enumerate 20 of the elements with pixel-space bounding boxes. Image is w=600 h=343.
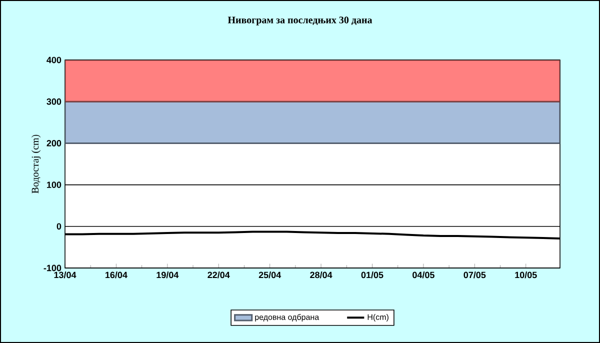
y-tick-label: 300 [46,98,62,105]
x-tick-label: 01/05 [361,272,384,278]
y-tick-label: 100 [47,182,62,188]
x-tick-label: 16/04 [106,272,128,278]
y-axis-title: Водостај (cm) [32,134,41,194]
y-tick-label: 200 [46,140,62,146]
y-tick-label: -100 [44,264,62,272]
x-tick-label: 22/04 [208,272,230,278]
x-tick-label: 07/05 [464,272,486,278]
y-tick-label: 400 [46,56,62,64]
legend-label: редовна одбрана [255,314,320,322]
legend-label: H(cm) [368,314,388,322]
x-tick-label: 13/04 [54,272,76,278]
x-tick-label: 10/05 [515,272,537,278]
x-tick-label: 04/05 [412,272,434,278]
x-tick-label: 25/04 [258,272,282,278]
x-tick-label: 19/04 [156,272,179,278]
x-tick-label: 28/04 [310,272,332,278]
y-tick-label: 0 [56,223,62,230]
chart-title: Нивограм за последњих 30 дана [228,16,372,26]
